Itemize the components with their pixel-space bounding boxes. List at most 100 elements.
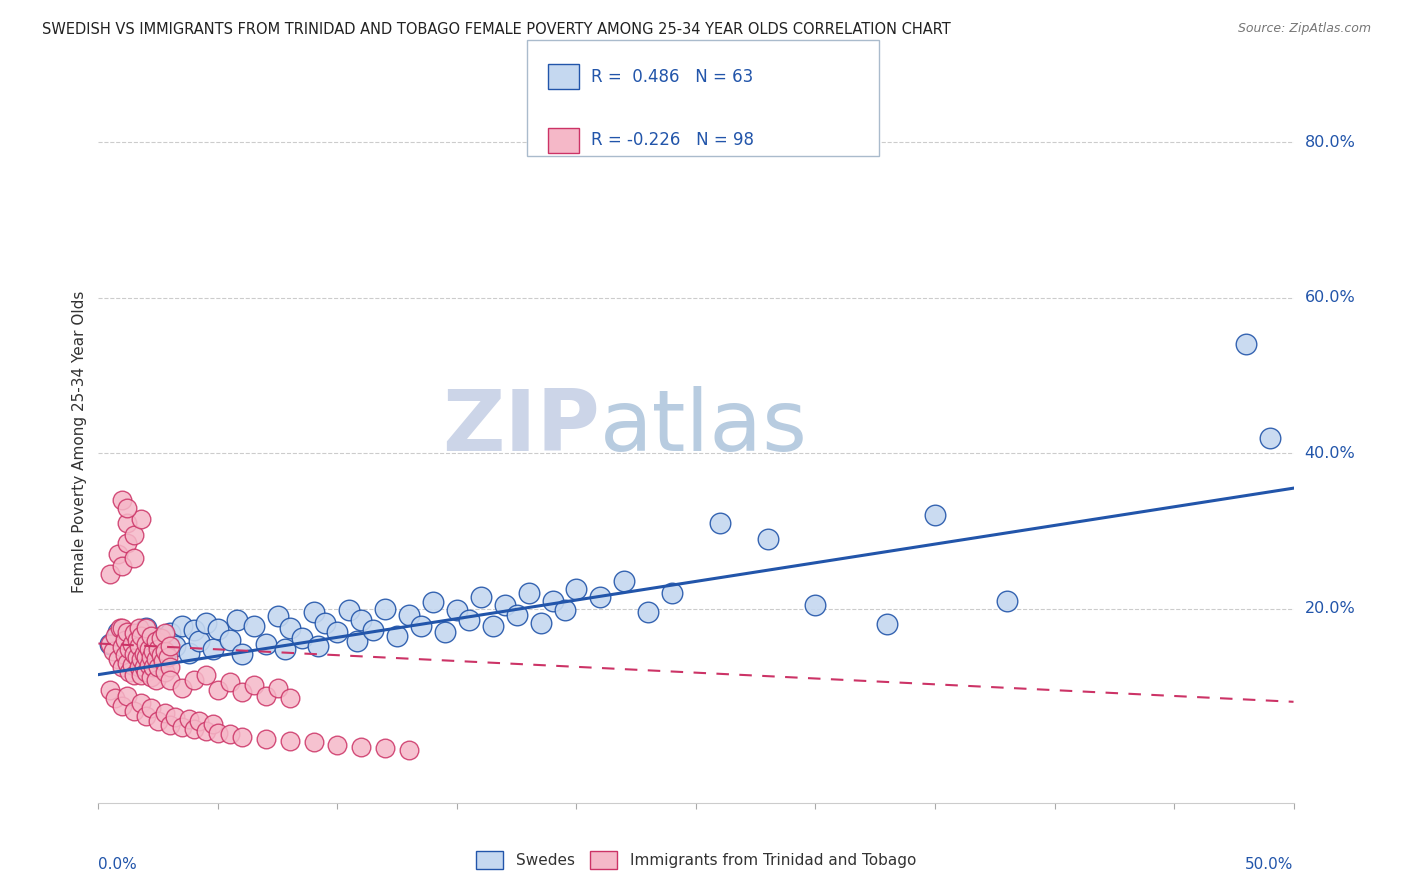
- Point: [104, 690, 127, 705]
- Point: [517, 586, 540, 600]
- Point: [346, 634, 368, 648]
- Point: [124, 704, 146, 718]
- Point: [131, 667, 153, 681]
- Point: [125, 649, 148, 664]
- Point: [207, 726, 229, 740]
- Point: [231, 730, 253, 744]
- Point: [613, 574, 636, 589]
- Point: [148, 642, 170, 657]
- Point: [107, 547, 129, 561]
- Point: [149, 631, 172, 645]
- Point: [254, 689, 277, 703]
- Point: [481, 618, 505, 632]
- Point: [104, 629, 127, 643]
- Point: [124, 551, 146, 566]
- Point: [111, 698, 134, 713]
- Point: [148, 714, 170, 729]
- Point: [302, 606, 325, 620]
- Point: [159, 718, 181, 732]
- Point: [145, 634, 167, 648]
- Point: [135, 708, 157, 723]
- Point: [661, 586, 683, 600]
- Point: [139, 670, 162, 684]
- Text: atlas: atlas: [600, 385, 808, 468]
- Point: [350, 613, 373, 627]
- Point: [118, 665, 141, 680]
- Point: [363, 624, 385, 638]
- Point: [135, 621, 157, 635]
- Point: [506, 607, 529, 622]
- Point: [274, 642, 297, 657]
- Point: [156, 649, 179, 664]
- Point: [142, 644, 165, 658]
- Point: [183, 673, 205, 687]
- Point: [183, 722, 205, 736]
- Point: [115, 689, 138, 703]
- Point: [398, 607, 420, 622]
- Point: [124, 667, 146, 681]
- Point: [202, 716, 225, 731]
- Point: [145, 652, 167, 666]
- Point: [1234, 337, 1257, 351]
- Point: [135, 636, 157, 650]
- Point: [111, 558, 134, 573]
- Point: [179, 712, 201, 726]
- Point: [132, 660, 155, 674]
- Point: [115, 516, 138, 530]
- Point: [98, 636, 122, 650]
- Point: [128, 621, 150, 635]
- Point: [159, 639, 181, 653]
- Text: SWEDISH VS IMMIGRANTS FROM TRINIDAD AND TOBAGO FEMALE POVERTY AMONG 25-34 YEAR O: SWEDISH VS IMMIGRANTS FROM TRINIDAD AND …: [42, 22, 950, 37]
- Point: [231, 647, 253, 661]
- Point: [148, 631, 170, 645]
- Point: [115, 500, 138, 515]
- Point: [155, 665, 177, 680]
- Point: [202, 642, 225, 657]
- Point: [243, 678, 266, 692]
- Point: [302, 735, 325, 749]
- Point: [138, 657, 160, 672]
- Point: [163, 710, 186, 724]
- Point: [315, 615, 337, 630]
- Point: [139, 640, 162, 655]
- Point: [121, 657, 143, 672]
- Point: [589, 590, 612, 604]
- Text: ZIP: ZIP: [443, 385, 600, 468]
- Point: [114, 632, 136, 647]
- Point: [124, 528, 146, 542]
- Point: [155, 626, 177, 640]
- Point: [108, 621, 131, 635]
- Point: [118, 642, 141, 657]
- Text: 40.0%: 40.0%: [1305, 446, 1355, 460]
- Point: [155, 644, 177, 658]
- Point: [267, 681, 290, 695]
- Text: 20.0%: 20.0%: [1305, 601, 1355, 616]
- Point: [98, 683, 122, 698]
- Point: [219, 727, 242, 741]
- Point: [139, 701, 162, 715]
- Point: [121, 636, 143, 650]
- Point: [876, 617, 898, 632]
- Point: [115, 624, 138, 639]
- Point: [111, 640, 134, 655]
- Point: [125, 632, 148, 647]
- Point: [131, 697, 153, 711]
- Point: [195, 667, 218, 681]
- Point: [124, 629, 146, 643]
- Point: [135, 665, 157, 680]
- Point: [339, 603, 361, 617]
- Text: R =  0.486   N = 63: R = 0.486 N = 63: [591, 68, 752, 86]
- Point: [135, 621, 157, 635]
- Point: [98, 566, 122, 581]
- Point: [219, 632, 242, 647]
- Point: [374, 601, 396, 615]
- Point: [195, 615, 218, 630]
- Legend: Swedes, Immigrants from Trinidad and Tobago: Swedes, Immigrants from Trinidad and Tob…: [470, 846, 922, 875]
- Point: [115, 644, 138, 658]
- Point: [124, 647, 146, 661]
- Text: 0.0%: 0.0%: [98, 857, 138, 872]
- Point: [995, 594, 1018, 608]
- Point: [756, 532, 779, 546]
- Text: 80.0%: 80.0%: [1305, 135, 1355, 150]
- Point: [207, 622, 229, 636]
